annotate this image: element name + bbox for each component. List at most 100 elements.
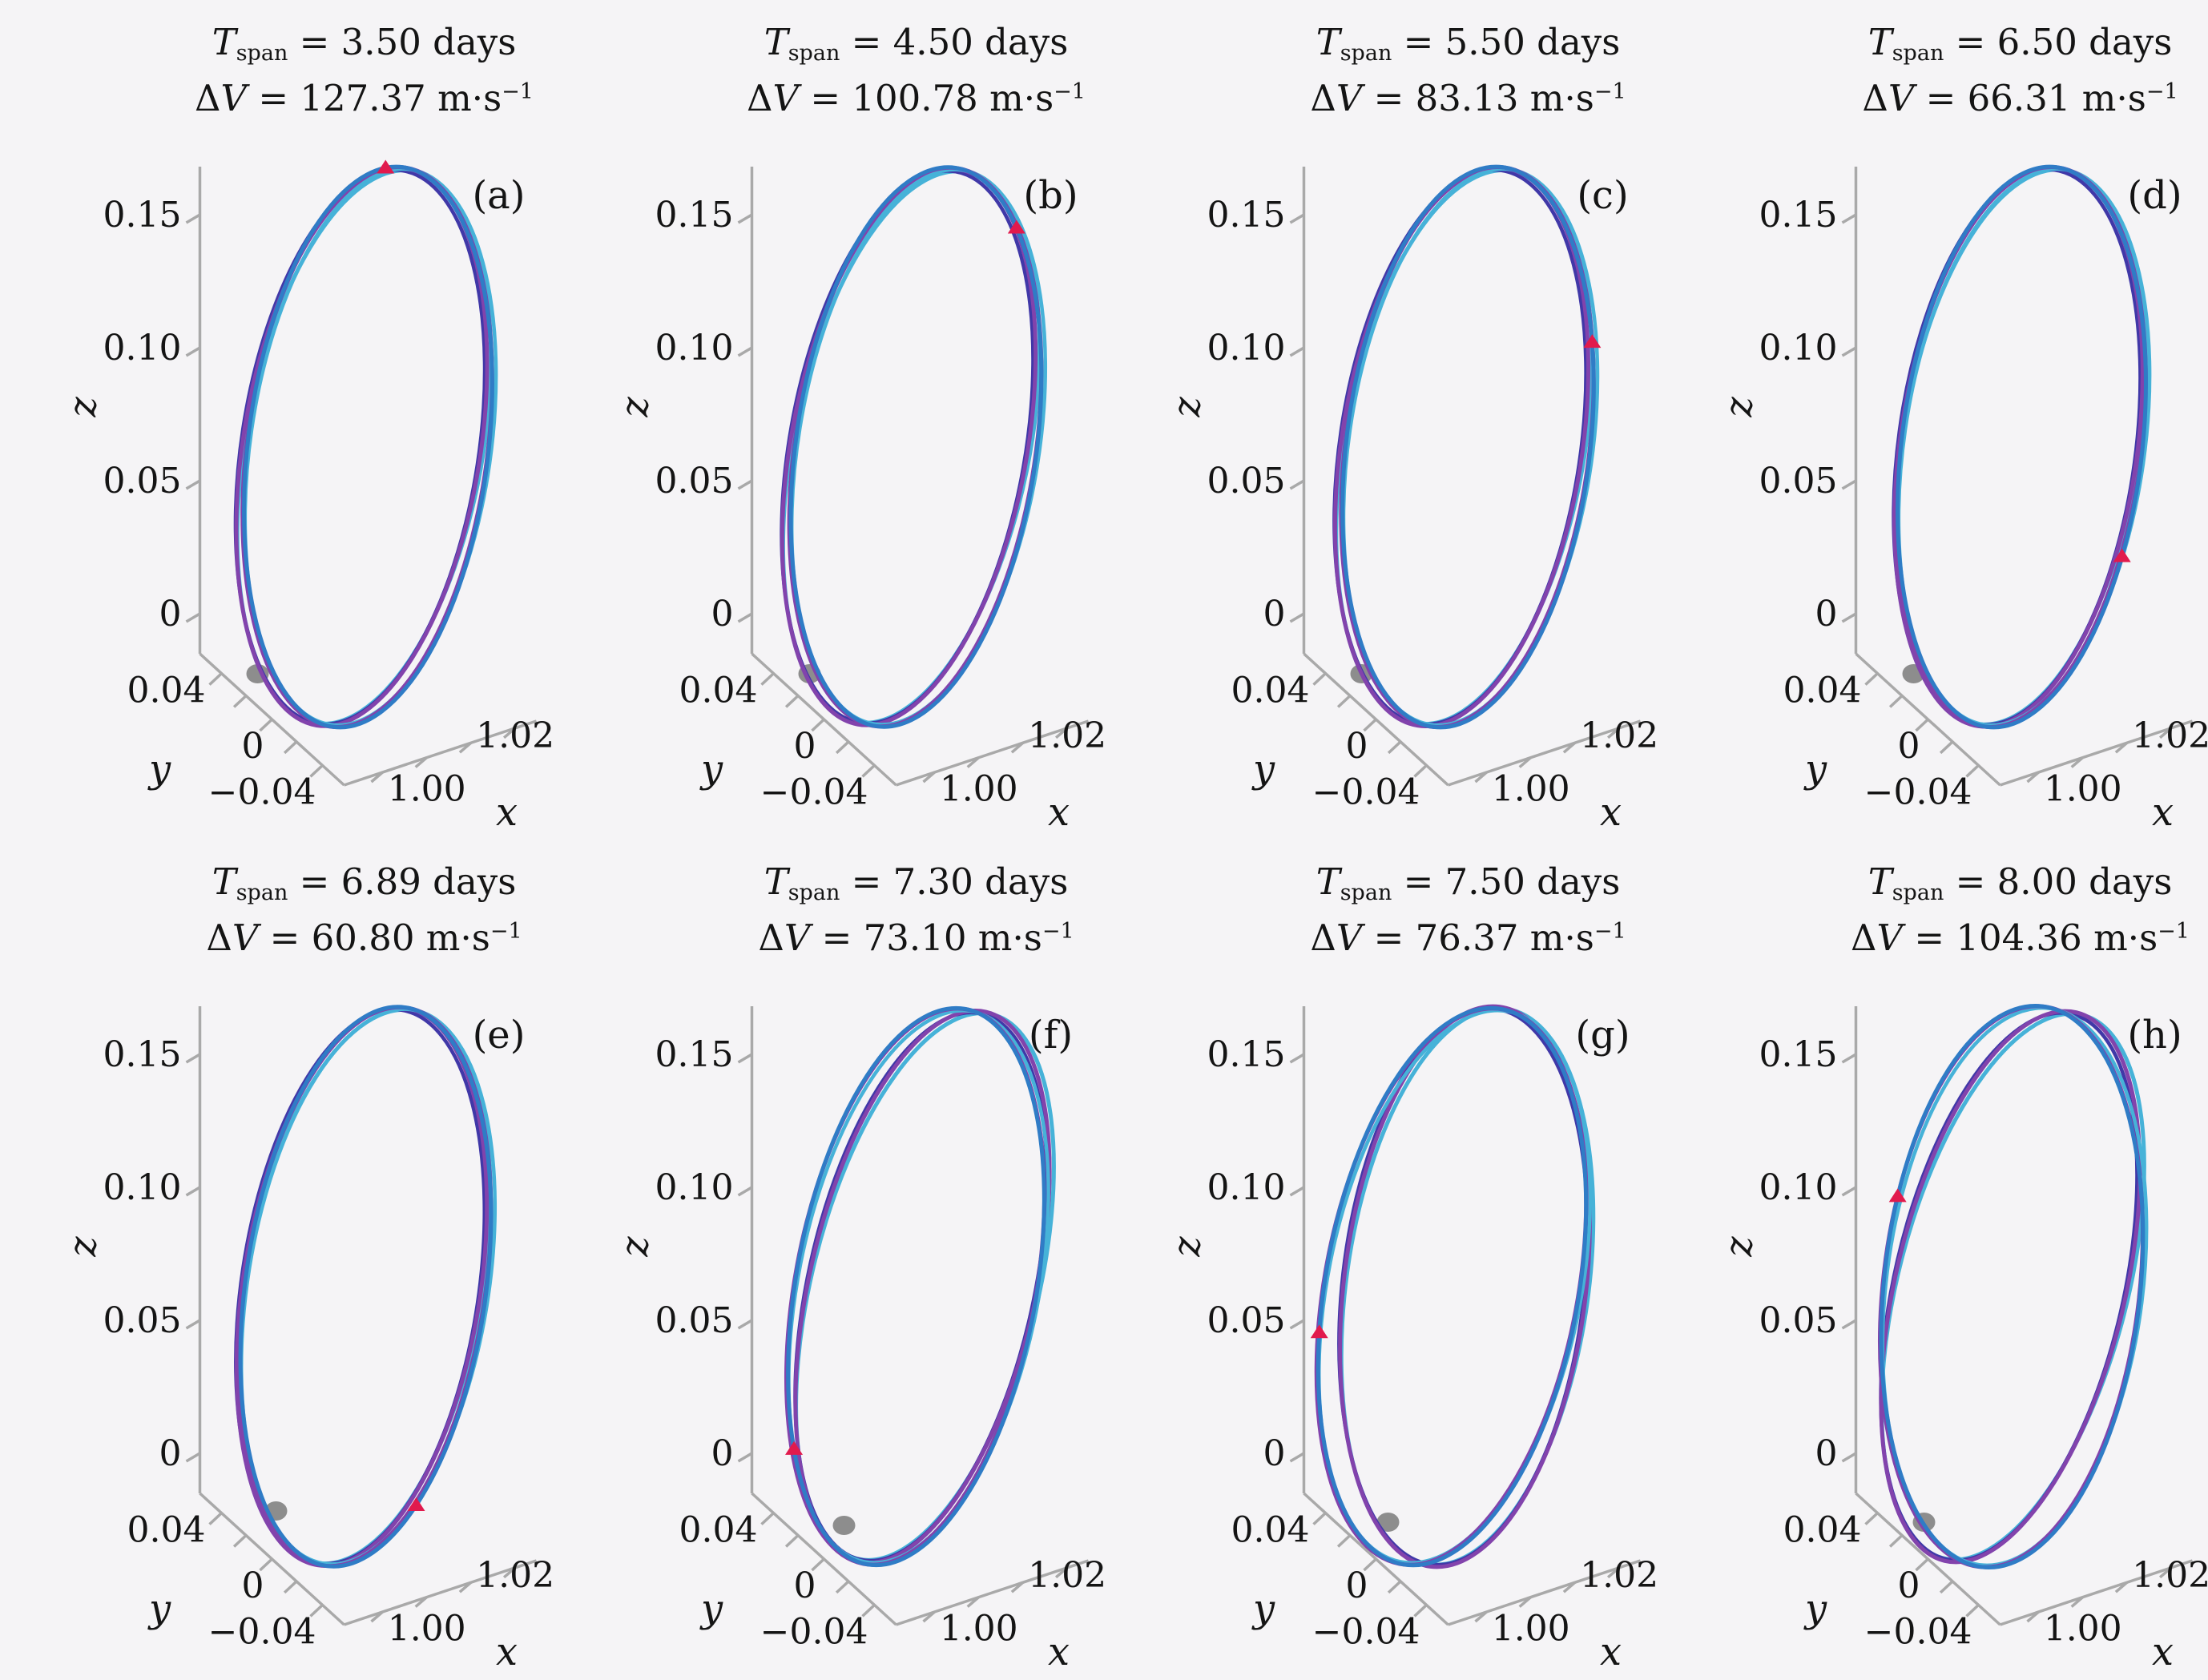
tspan-title-line: Tspan = 6.50 days <box>1868 21 2173 66</box>
y-tick-label: 0 <box>794 726 816 767</box>
x-tick-label: 1.02 <box>1580 715 1656 756</box>
z-axis-tick <box>1289 213 1305 224</box>
z-axis-tick <box>737 213 753 224</box>
x-axis-tick <box>1010 1581 1025 1593</box>
x-axis-tick <box>1562 1581 1577 1593</box>
z-axis-tick <box>1841 213 1857 224</box>
z-tick-label: 0.10 <box>1207 328 1286 369</box>
z-axis-tick <box>185 1186 201 1197</box>
orbit-curve-blue <box>1879 1004 2146 1569</box>
x-axis-label: x <box>496 1630 518 1674</box>
z-axis-tick <box>185 213 201 224</box>
orbit-curve-blue <box>1896 164 2148 730</box>
x-axis-label: x <box>1048 1630 1070 1674</box>
panel-title: Tspan = 6.89 days ΔV = 60.80 m·s−1 <box>88 840 640 974</box>
y-tick-label: 0 <box>242 1565 264 1606</box>
y-axis-tick <box>259 718 273 732</box>
y-axis-tick <box>1939 740 1954 755</box>
x-tick-label: 1.00 <box>940 1609 1018 1650</box>
z-axis-tick <box>185 1053 201 1064</box>
y-axis-tick <box>283 1580 298 1594</box>
panel-title: Tspan = 5.50 days ΔV = 83.13 m·s−1 <box>1192 0 1744 135</box>
z-axis-tick <box>737 479 753 490</box>
x-axis-tick <box>502 727 517 739</box>
y-tick-label: −0.04 <box>1312 772 1420 812</box>
z-tick-label: 0.15 <box>1759 195 1838 236</box>
z-tick-label: 0.15 <box>1207 1034 1286 1075</box>
panel-letter: (c) <box>1577 173 1628 218</box>
maneuver-marker-triangle <box>2113 548 2131 562</box>
y-axis-label: y <box>1251 747 1275 792</box>
x-axis-tick <box>966 1596 980 1608</box>
tspan-title-line: Tspan = 5.50 days <box>1316 21 1621 66</box>
delta-v-title-line: ΔV = 83.13 m·s−1 <box>1310 76 1626 119</box>
z-tick-label: 0.05 <box>1759 461 1838 502</box>
z-tick-label: 0.15 <box>1759 1034 1838 1075</box>
y-tick-label: 0 <box>794 1565 816 1606</box>
z-axis-tick <box>737 1053 753 1064</box>
y-axis-tick <box>1413 764 1428 778</box>
z-tick-label: 0 <box>711 1433 734 1474</box>
x-axis-tick <box>2070 756 2084 768</box>
z-axis-tick <box>1289 1319 1305 1330</box>
y-axis-tick <box>1965 764 1980 778</box>
x-axis-tick <box>2026 1610 2040 1623</box>
y-axis-label: y <box>147 1586 171 1631</box>
panel-letter: (d) <box>2127 173 2182 218</box>
orbit-panel: Tspan = 4.50 days ΔV = 100.78 m·s−1 0.15 0.… <box>552 0 1105 840</box>
x-axis-tick <box>1054 727 1069 739</box>
x-axis-line <box>1447 1559 1642 1626</box>
x-axis-tick <box>1606 727 1621 739</box>
x-tick-label: 1.02 <box>2132 715 2208 756</box>
z-tick-label: 0.05 <box>103 1300 182 1341</box>
delta-v-title-line: ΔV = 127.37 m·s−1 <box>195 76 534 119</box>
primary-body-dot <box>1376 1513 1400 1532</box>
primary-body-dot <box>832 1516 856 1535</box>
x-axis-line <box>1999 719 2194 787</box>
x-axis-tick <box>1562 741 1577 754</box>
x-axis-line <box>895 1559 1090 1626</box>
panel-letter: (f) <box>1029 1013 1073 1058</box>
y-tick-label: 0.04 <box>127 671 206 711</box>
z-axis-tick <box>737 612 753 623</box>
x-axis-tick <box>458 1581 473 1593</box>
x-tick-label: 1.02 <box>476 715 552 756</box>
maneuver-marker-triangle <box>1888 1188 1907 1203</box>
z-tick-label: 0.05 <box>1759 1300 1838 1341</box>
z-axis-tick <box>737 346 753 357</box>
y-tick-label: 0.04 <box>1783 671 1862 711</box>
y-axis-tick <box>1312 672 1327 686</box>
y-tick-label: 0.04 <box>127 1510 206 1551</box>
z-tick-label: 0.15 <box>1207 195 1286 236</box>
z-tick-label: 0.15 <box>655 195 734 236</box>
y-tick-label: 0 <box>1898 726 1920 767</box>
orbit-plot: 0.15 0.10 0.05 0 z 0.04 0 −0.04 y 1.001.02 x (b) <box>613 165 1104 835</box>
x-axis-line <box>343 1559 538 1626</box>
orbit-curve-blue <box>1340 164 1596 730</box>
z-axis-tick <box>1841 1053 1857 1064</box>
z-tick-label: 0.10 <box>103 328 182 369</box>
z-tick-label: 0.15 <box>655 1034 734 1075</box>
orbit-panel: Tspan = 7.30 days ΔV = 73.10 m·s−1 0.15 0.1… <box>552 840 1105 1679</box>
panel-title: Tspan = 8.00 days ΔV = 104.36 m·s−1 <box>1744 840 2208 974</box>
x-axis-tick <box>370 771 384 784</box>
y-axis-tick <box>309 1604 324 1618</box>
y-tick-label: 0 <box>242 726 264 767</box>
x-axis-tick <box>922 771 936 784</box>
panel-title: Tspan = 4.50 days ΔV = 100.78 m·s−1 <box>640 0 1192 135</box>
plot-area: 0.15 0.10 0.05 0 z 0.04 0 −0.04 y 1.00 1.02 x (e) <box>0 974 552 1679</box>
x-axis-tick <box>1474 1610 1488 1623</box>
x-axis-tick <box>966 756 980 768</box>
z-axis-tick <box>1841 612 1857 623</box>
z-axis-label: z <box>613 397 658 418</box>
orbit-curve-blue <box>242 164 494 730</box>
y-axis-tick <box>861 764 876 778</box>
y-axis-tick <box>811 1557 825 1572</box>
tspan-title-line: Tspan = 6.89 days <box>212 860 517 905</box>
z-tick-label: 0.05 <box>655 1300 734 1341</box>
orbit-plot: 0.15 0.10 0.05 0 z 0.04 0 −0.04 y 1.001.02 x (g) <box>1165 1004 1656 1674</box>
orbit-curve-cyan <box>794 1011 1056 1562</box>
z-tick-label: 0.10 <box>655 1167 734 1208</box>
z-axis-tick <box>1841 1186 1857 1197</box>
x-axis-tick <box>2158 727 2173 739</box>
